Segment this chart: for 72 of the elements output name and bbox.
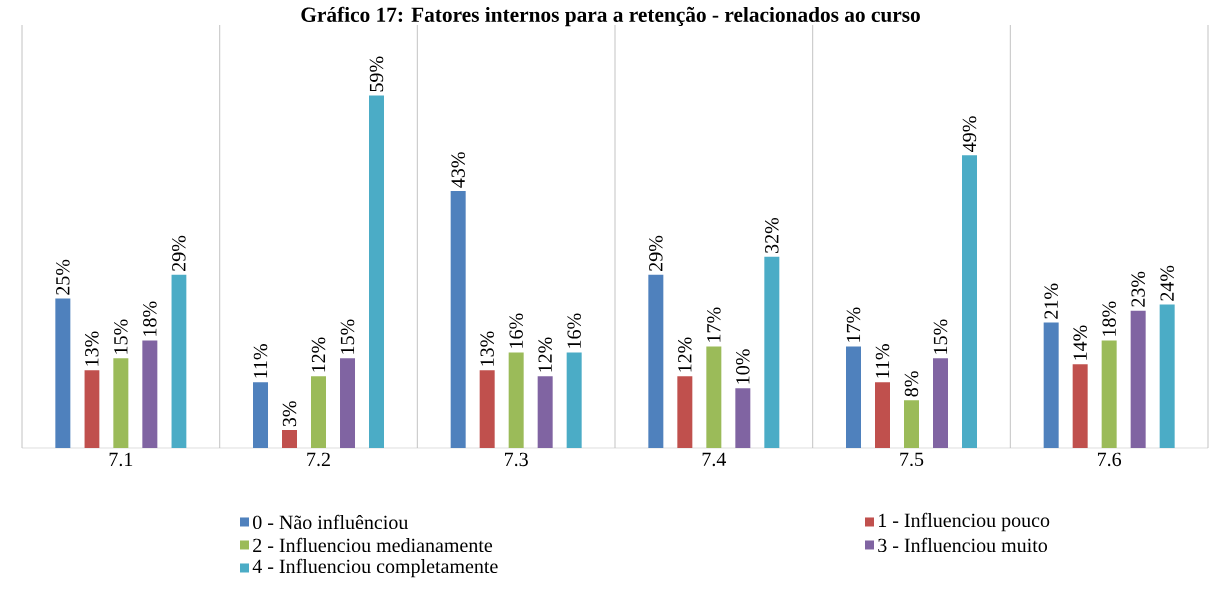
data-label: 3% [282,401,297,427]
bar [1043,322,1059,448]
legend-label: 1 - Influenciou pouco [879,512,1050,532]
data-label: 17% [707,307,721,342]
bar [962,155,977,448]
bar [450,191,466,448]
bar [706,346,722,448]
legend-label: 4 - Influenciou completamente [252,558,498,578]
data-label: 14% [1073,325,1087,360]
data-label: 11% [253,344,268,378]
data-label: 12% [538,337,552,372]
bar [1101,340,1117,448]
x-tick-label: 7.5 [900,452,924,467]
data-label: 59% [369,56,384,92]
bar [253,382,269,448]
bar [171,274,187,448]
bar [904,400,919,448]
bar [648,274,664,448]
data-label: 25% [56,259,70,295]
data-label: 13% [480,331,494,366]
bar [508,352,524,448]
bar [479,370,495,448]
legend-label: 0 - Não influênciou [253,514,409,530]
data-label: 18% [143,301,157,336]
bar [875,382,890,448]
x-tick-label: 7.6 [1097,452,1122,467]
data-label: 8% [904,371,919,397]
bar [537,376,553,448]
data-label: 29% [649,235,663,271]
bar [84,370,100,448]
bar [566,352,582,448]
data-label: 23% [1131,271,1145,307]
legend-label: 2 - Influenciou medianamente [253,537,493,553]
data-label: 10% [736,349,750,384]
data-label: 16% [567,313,581,348]
legend-label: 3 - Influenciou muito [878,537,1048,553]
bar [933,358,948,448]
bar [369,95,385,448]
bar [311,376,327,448]
data-label: 15% [114,319,128,354]
data-label: 11% [875,344,890,378]
x-tick-label: 7.1 [109,452,133,467]
bar [677,376,693,448]
data-label: 18% [1102,301,1116,336]
bar [735,388,751,448]
bar [113,358,129,448]
bar [282,430,298,448]
data-label: 13% [85,331,99,366]
bar [1072,364,1088,448]
data-label: 12% [678,337,692,372]
bar [340,358,356,448]
bar [1159,304,1175,448]
data-label: 15% [340,319,355,354]
bar [1130,310,1146,448]
bar [142,340,158,448]
data-label: 16% [509,313,523,348]
data-label: 24% [1160,265,1174,301]
data-label: 12% [311,337,326,372]
x-tick-label: 7.3 [504,452,528,467]
x-tick-label: 7.2 [307,452,330,467]
data-label: 17% [846,307,861,342]
data-label: 43% [451,152,465,188]
data-label: 29% [172,235,186,271]
bar [764,256,780,448]
data-label: 32% [765,217,779,253]
bar [846,346,861,448]
data-label: 49% [962,116,977,152]
chart-title: Gráfico 17: Fatores internos para a retenção - relacionados ao curso [301,6,920,27]
data-label: 21% [1044,283,1058,319]
data-label: 15% [933,319,948,354]
bar [55,298,71,448]
x-tick-label: 7.4 [702,452,727,467]
